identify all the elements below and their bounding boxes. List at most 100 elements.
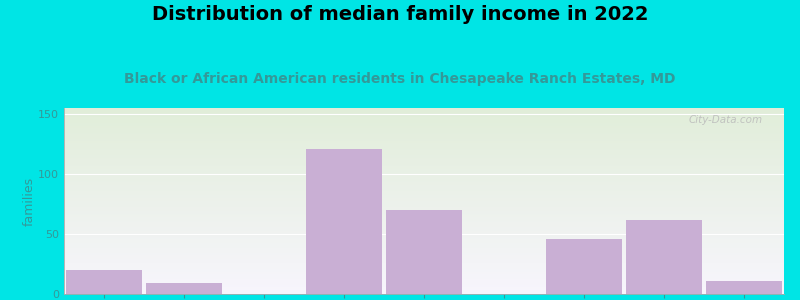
Bar xyxy=(64,193,784,194)
Bar xyxy=(64,223,784,224)
Text: Black or African American residents in Chesapeake Ranch Estates, MD: Black or African American residents in C… xyxy=(124,72,676,86)
Bar xyxy=(64,218,784,219)
Bar xyxy=(64,118,784,119)
Bar xyxy=(64,268,784,269)
Bar xyxy=(64,165,784,166)
Bar xyxy=(64,148,784,149)
Bar xyxy=(64,200,784,201)
Bar xyxy=(64,236,784,237)
Bar xyxy=(64,197,784,198)
Bar xyxy=(64,139,784,140)
Bar xyxy=(64,235,784,236)
Text: Distribution of median family income in 2022: Distribution of median family income in … xyxy=(152,4,648,23)
Bar xyxy=(64,168,784,169)
Bar xyxy=(64,279,784,280)
Bar xyxy=(64,293,784,294)
Bar xyxy=(64,284,784,285)
Bar xyxy=(64,245,784,246)
Bar xyxy=(64,186,784,187)
Bar xyxy=(64,152,784,153)
Bar xyxy=(64,191,784,192)
Bar xyxy=(64,209,784,210)
Bar xyxy=(64,213,784,214)
Bar xyxy=(64,159,784,160)
Bar xyxy=(64,261,784,262)
Bar xyxy=(64,205,784,206)
Bar xyxy=(64,109,784,110)
Bar xyxy=(64,204,784,205)
Bar xyxy=(64,121,784,122)
Bar xyxy=(64,286,784,287)
Bar xyxy=(626,220,702,294)
Bar xyxy=(64,212,784,213)
Bar xyxy=(64,137,784,138)
Bar xyxy=(64,129,784,130)
Bar xyxy=(64,246,784,247)
Bar xyxy=(64,252,784,253)
Bar xyxy=(64,214,784,215)
Bar xyxy=(66,270,142,294)
Bar xyxy=(64,122,784,123)
Bar xyxy=(64,117,784,118)
Bar xyxy=(64,180,784,181)
Bar xyxy=(64,161,784,162)
Bar xyxy=(64,225,784,226)
Bar xyxy=(64,254,784,255)
Bar xyxy=(64,229,784,230)
Bar xyxy=(64,189,784,190)
Bar xyxy=(64,170,784,171)
Bar xyxy=(64,136,784,137)
Bar xyxy=(64,171,784,172)
Bar xyxy=(64,156,784,157)
Bar xyxy=(64,264,784,265)
Bar xyxy=(64,158,784,159)
Bar xyxy=(64,231,784,232)
Bar xyxy=(64,289,784,290)
Bar xyxy=(64,190,784,191)
Bar xyxy=(64,228,784,229)
Bar xyxy=(64,263,784,264)
Bar xyxy=(64,138,784,139)
Bar xyxy=(64,178,784,179)
Bar xyxy=(64,224,784,225)
Bar xyxy=(64,275,784,276)
Bar xyxy=(64,249,784,250)
Bar xyxy=(64,149,784,150)
Bar xyxy=(64,219,784,220)
Bar xyxy=(64,179,784,180)
Bar xyxy=(64,216,784,217)
Bar xyxy=(64,126,784,127)
Bar xyxy=(64,232,784,233)
Bar xyxy=(64,255,784,256)
Bar xyxy=(64,194,784,195)
Bar xyxy=(64,195,784,196)
Bar xyxy=(64,199,784,200)
Bar xyxy=(64,251,784,252)
Bar xyxy=(64,270,784,271)
Bar xyxy=(64,262,784,263)
Bar xyxy=(64,183,784,184)
Bar xyxy=(64,226,784,227)
Bar xyxy=(64,291,784,292)
Bar xyxy=(64,242,784,243)
Bar xyxy=(64,177,784,178)
Bar xyxy=(64,130,784,131)
Bar xyxy=(64,280,784,281)
Bar xyxy=(546,239,622,294)
Bar xyxy=(64,277,784,278)
Bar xyxy=(64,150,784,151)
Bar xyxy=(64,163,784,164)
Bar xyxy=(64,187,784,188)
Bar xyxy=(64,230,784,231)
Bar xyxy=(64,220,784,221)
Bar xyxy=(64,135,784,136)
Bar xyxy=(64,206,784,207)
Bar xyxy=(64,238,784,239)
Bar xyxy=(64,142,784,143)
Bar xyxy=(64,256,784,257)
Bar xyxy=(64,201,784,202)
Bar xyxy=(64,210,784,211)
Y-axis label: families: families xyxy=(22,176,35,226)
Bar xyxy=(64,250,784,251)
Bar xyxy=(64,176,784,177)
